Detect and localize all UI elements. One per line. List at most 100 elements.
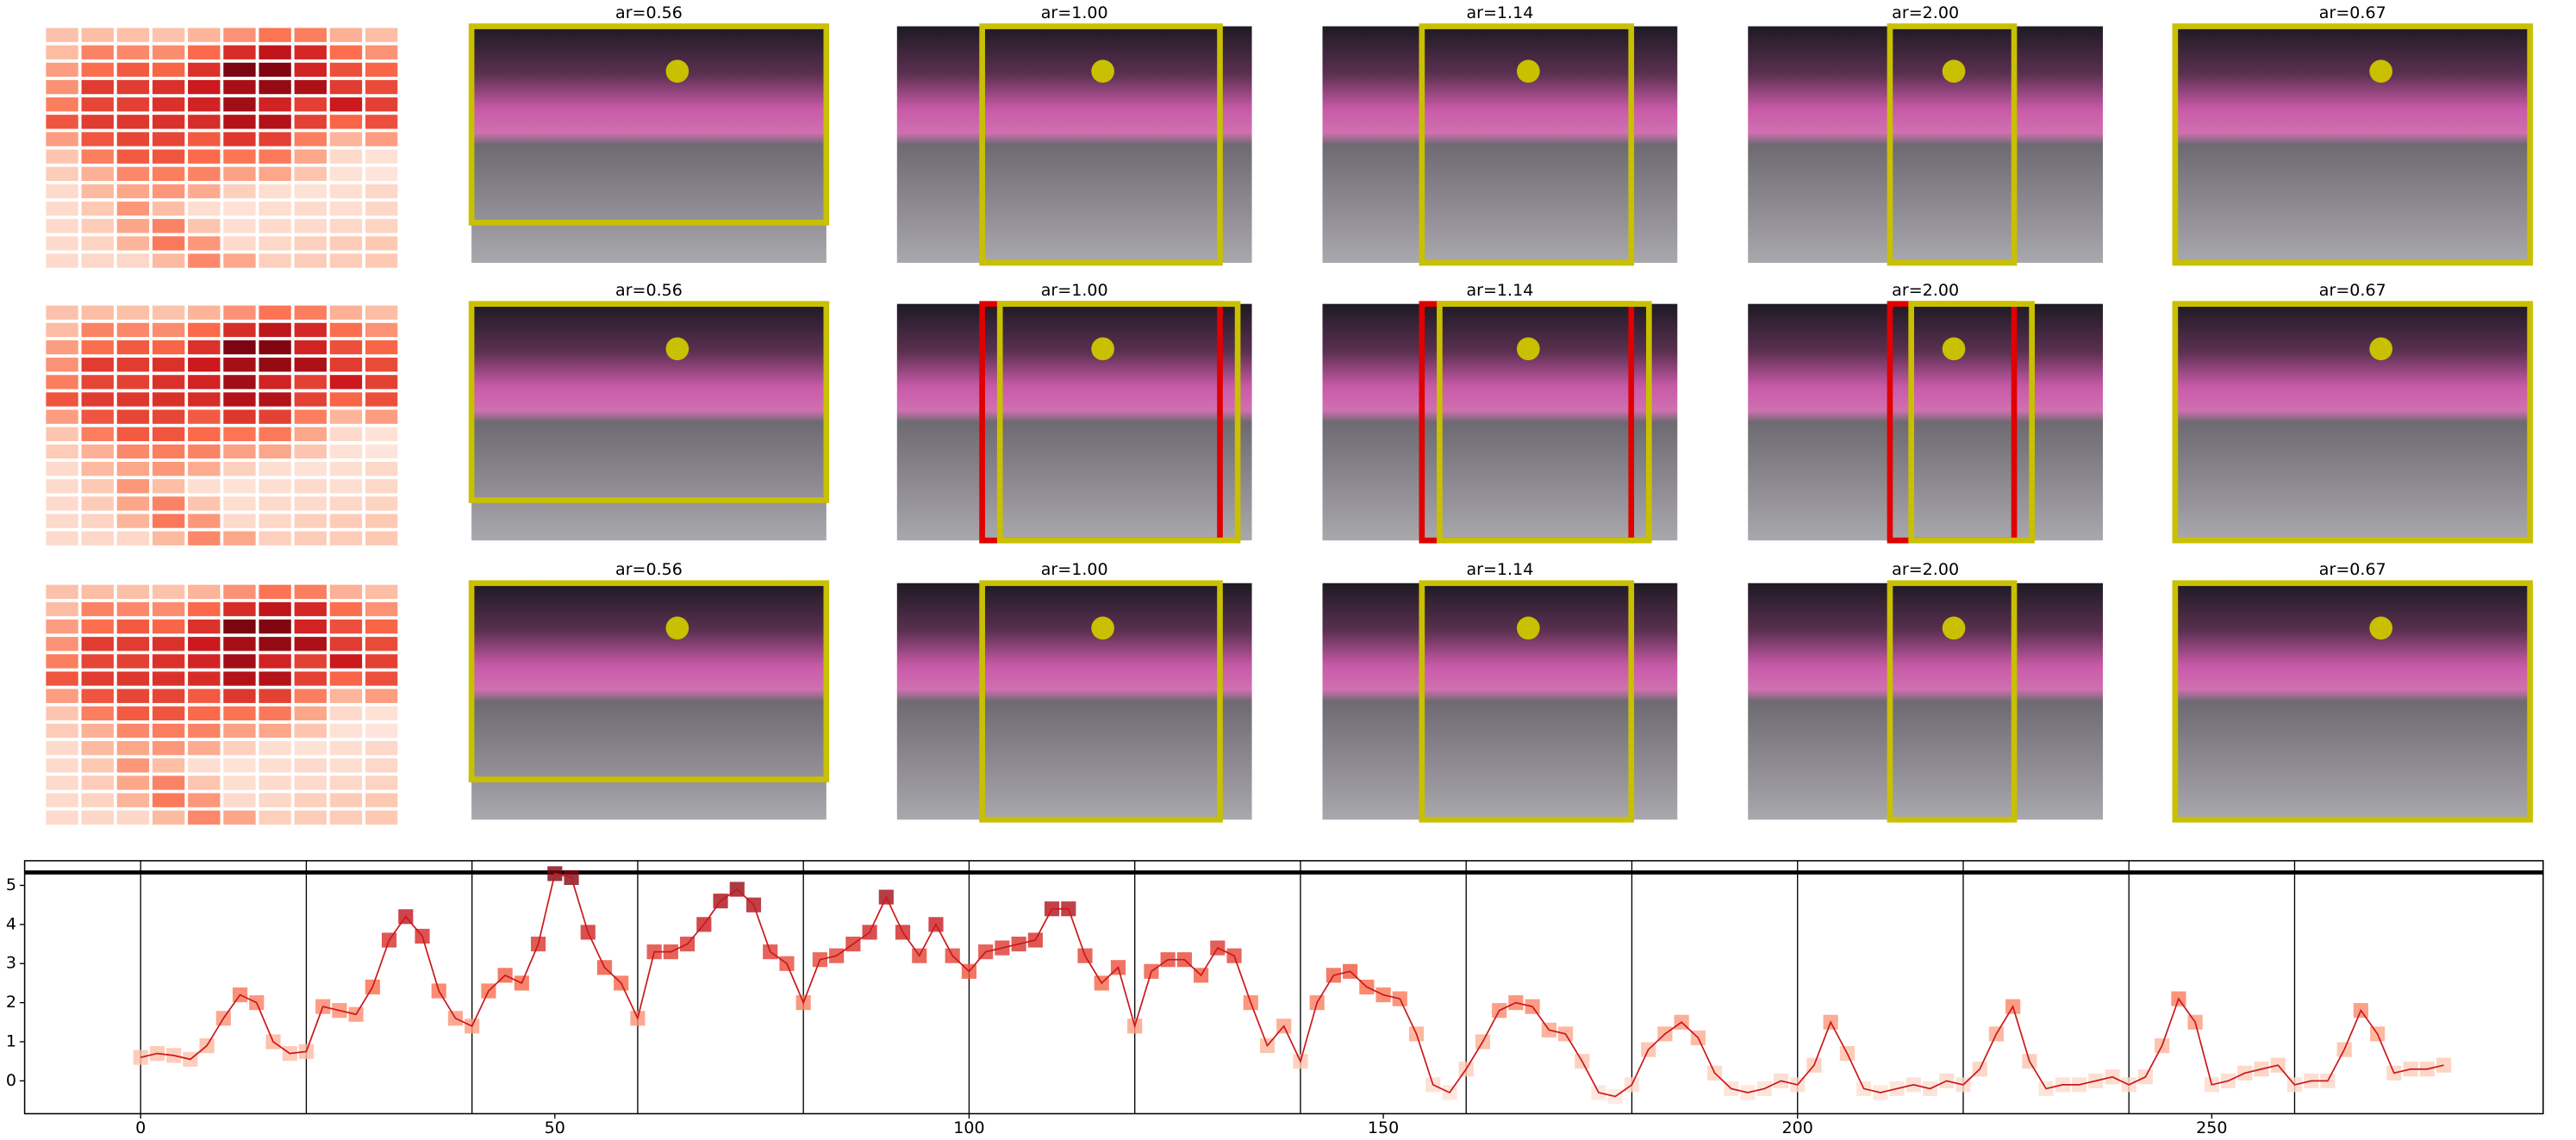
heatmap-cell xyxy=(259,375,291,389)
heatmap-cell xyxy=(259,62,291,78)
heatmap-cell xyxy=(259,236,291,251)
heatmap-cell xyxy=(116,358,150,372)
heatmap-cell xyxy=(152,166,185,181)
heatmap-cell xyxy=(152,706,185,721)
heatmap-cell xyxy=(152,409,185,424)
heatmap-cell xyxy=(152,810,185,825)
heatmap-cell xyxy=(152,201,185,216)
photo xyxy=(1748,303,2103,541)
heatmap-cell xyxy=(46,201,78,216)
heatmap-cell xyxy=(46,409,78,424)
heatmap-cell xyxy=(81,236,114,251)
photo xyxy=(471,303,826,541)
heatmap-cell xyxy=(116,166,150,181)
crop-box xyxy=(1419,580,1635,823)
photo xyxy=(1322,303,1678,541)
heatmap-cell xyxy=(46,340,78,355)
heatmap-cell xyxy=(46,496,78,511)
heatmap-cell xyxy=(46,514,78,528)
heatmap-cell xyxy=(259,358,291,372)
heatmap-cell xyxy=(46,758,78,773)
heatmap-cell xyxy=(294,810,327,825)
heatmap-cell xyxy=(223,776,256,790)
heatmap-cell xyxy=(259,654,291,669)
heatmap-cell xyxy=(46,79,78,95)
heatmap-cell xyxy=(81,375,114,389)
heatmap-cell xyxy=(259,741,291,756)
heatmap-cell xyxy=(46,28,78,42)
heatmap-cell xyxy=(152,62,185,78)
crop-box xyxy=(2172,301,2533,544)
heatmap-cell xyxy=(294,427,327,441)
heatmap-cell xyxy=(259,601,291,617)
crop-box xyxy=(979,23,1223,266)
heatmap-cell xyxy=(294,758,327,773)
photo xyxy=(471,582,826,820)
heatmap-cell xyxy=(188,810,221,825)
x-tick-label: 250 xyxy=(2196,1118,2227,1137)
heatmap-cell xyxy=(294,409,327,424)
heatmap-cell xyxy=(116,392,150,407)
heatmap-cell xyxy=(152,375,185,389)
heatmap-cell xyxy=(188,201,221,216)
panel-title: ar=0.56 xyxy=(615,3,683,22)
panel-title: ar=2.00 xyxy=(1892,281,1959,300)
heatmap-cell xyxy=(223,79,256,95)
heatmap-cell xyxy=(365,444,398,459)
heatmap-cell xyxy=(329,149,363,164)
heatmap-cell xyxy=(365,149,398,164)
ball-marker xyxy=(1517,337,1540,361)
heatmap-cell xyxy=(46,706,78,721)
heatmap-cell xyxy=(188,253,221,268)
heatmap-cell xyxy=(365,409,398,424)
heatmap-cell xyxy=(152,514,185,528)
heatmap-cell xyxy=(294,601,327,617)
heatmap-cell xyxy=(81,688,114,703)
heatmap-cell xyxy=(294,741,327,756)
crop-box xyxy=(1887,23,2018,266)
heatmap-cell xyxy=(188,479,221,494)
heatmap-cell xyxy=(365,392,398,407)
heatmap-cell xyxy=(329,688,363,703)
heatmap-cell xyxy=(46,97,78,112)
heatmap-cell xyxy=(46,741,78,756)
heatmap-cell xyxy=(152,305,185,320)
heatmap-cell xyxy=(81,322,114,338)
heatmap-cell xyxy=(223,706,256,721)
heatmap-cell xyxy=(329,28,363,42)
heatmap-cell xyxy=(294,531,327,545)
heatmap-cell xyxy=(46,62,78,78)
heatmap-cell xyxy=(81,340,114,355)
heatmap-cell xyxy=(365,28,398,42)
photo xyxy=(2174,582,2530,820)
heatmap-cell xyxy=(223,358,256,372)
ball-marker xyxy=(2369,59,2393,84)
ball-marker xyxy=(1942,616,1966,640)
heatmap-cell xyxy=(329,322,363,338)
heatmap-cell xyxy=(46,427,78,441)
photo xyxy=(1748,582,2103,820)
heatmap-cell xyxy=(223,236,256,251)
ball-marker xyxy=(665,616,689,640)
heatmap-cell xyxy=(152,253,185,268)
heatmap-cell xyxy=(152,392,185,407)
heatmap-cell xyxy=(365,793,398,807)
heatmap-cell xyxy=(223,340,256,355)
heatmap-cell xyxy=(294,375,327,389)
heatmap-cell xyxy=(188,305,221,320)
heatmap-cell xyxy=(188,340,221,355)
heatmap-cell xyxy=(46,392,78,407)
heatmap-cell xyxy=(365,706,398,721)
heatmap-cell xyxy=(116,496,150,511)
series-line xyxy=(140,872,2444,1098)
heatmap-cell xyxy=(46,671,78,686)
heatmap-cell xyxy=(116,514,150,528)
heatmap-cell xyxy=(259,444,291,459)
x-tick-label: 0 xyxy=(135,1118,146,1137)
heatmap-cell xyxy=(365,531,398,545)
heatmap-cell xyxy=(46,479,78,494)
heatmap-cell xyxy=(294,45,327,59)
heatmap-cell xyxy=(116,409,150,424)
heatmap-cell xyxy=(294,619,327,634)
heatmap-cell xyxy=(81,305,114,320)
